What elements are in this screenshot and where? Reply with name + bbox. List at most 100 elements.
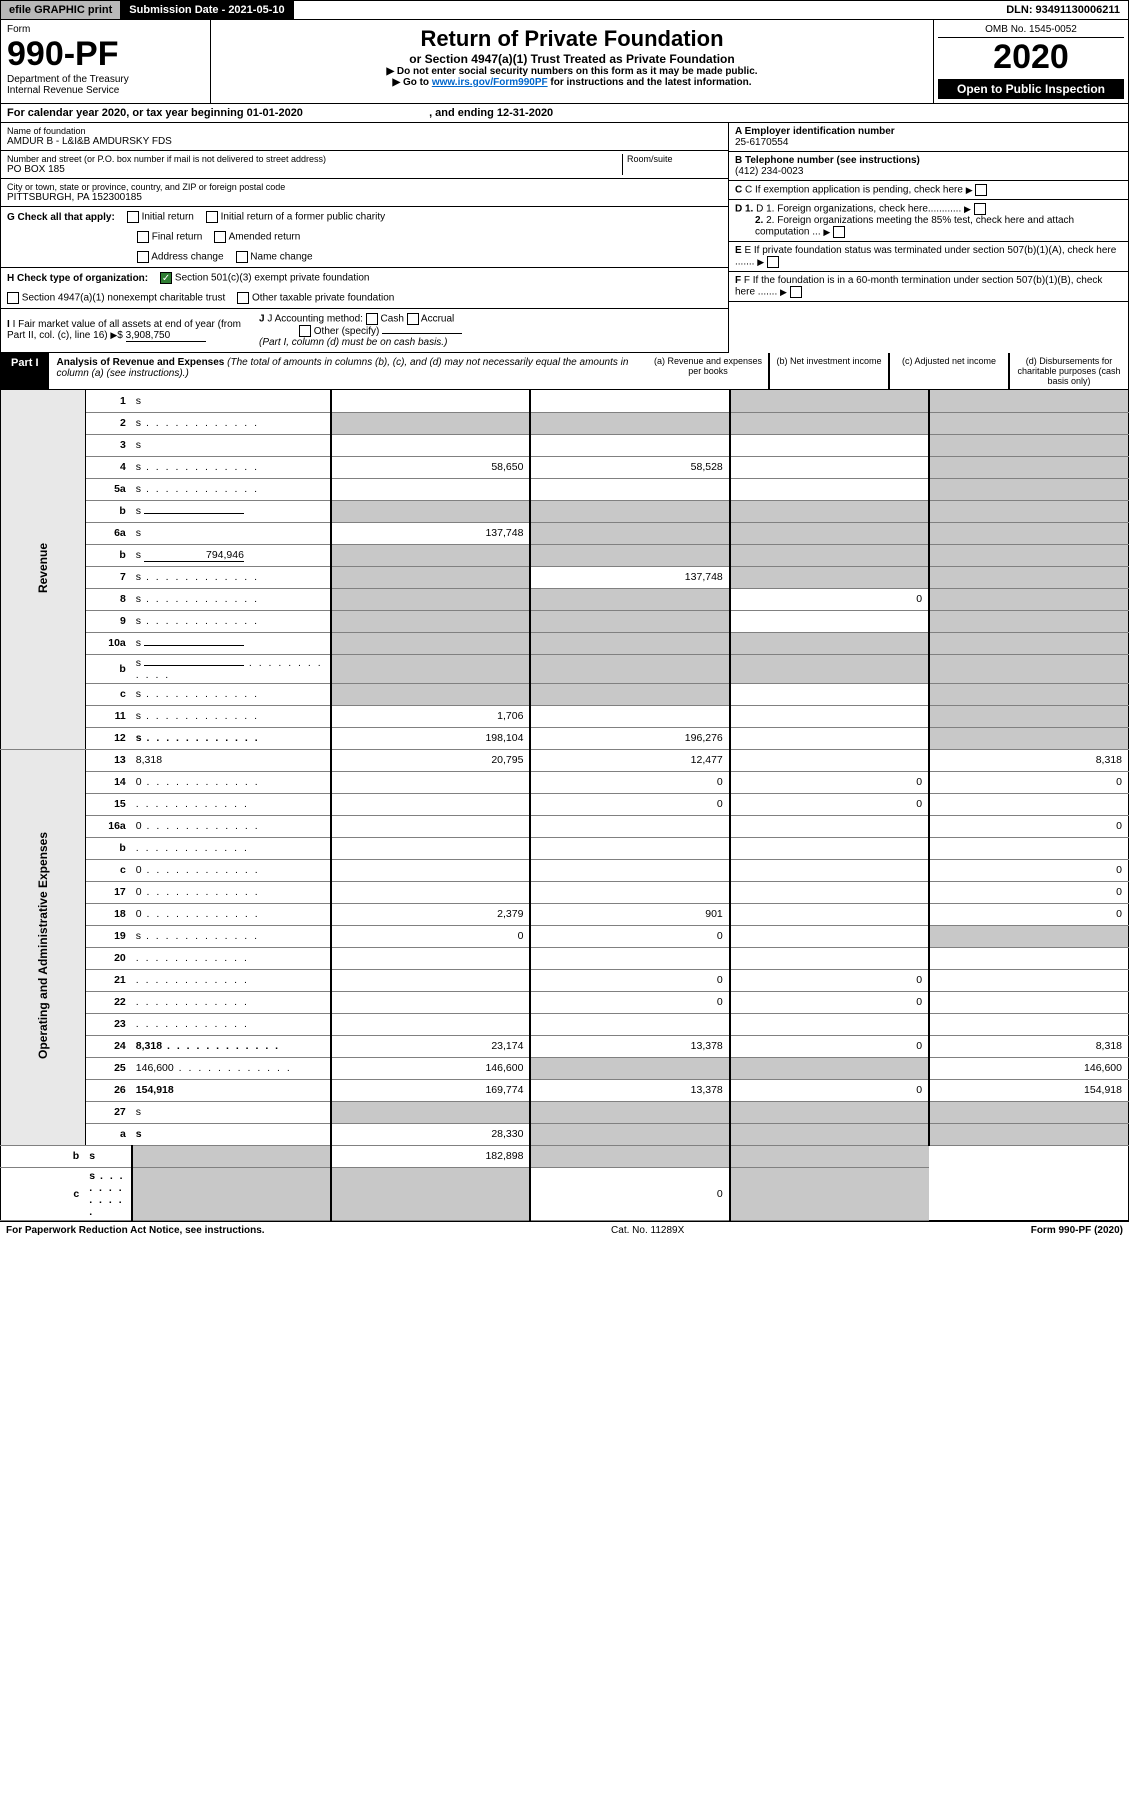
amt-shaded bbox=[530, 1145, 729, 1167]
efile-label: efile GRAPHIC print bbox=[1, 1, 121, 19]
amt-cell: 0 bbox=[730, 1079, 929, 1101]
table-row: 19s00 bbox=[1, 925, 1129, 947]
amt-cell bbox=[730, 727, 929, 749]
row-num: 25 bbox=[85, 1057, 132, 1079]
amt-cell bbox=[929, 793, 1128, 815]
amt-cell: 0 bbox=[730, 588, 929, 610]
table-row: 2200 bbox=[1, 991, 1129, 1013]
table-row: 11s1,706 bbox=[1, 705, 1129, 727]
amt-shaded bbox=[530, 654, 729, 683]
row-desc: s bbox=[85, 1167, 132, 1220]
cb-accrual[interactable] bbox=[407, 313, 419, 325]
amt-shaded bbox=[331, 544, 530, 566]
amt-cell bbox=[730, 610, 929, 632]
amt-shaded bbox=[929, 1101, 1128, 1123]
row-desc bbox=[132, 947, 331, 969]
cb-final[interactable] bbox=[137, 231, 149, 243]
amt-shaded bbox=[331, 610, 530, 632]
amt-cell bbox=[530, 837, 729, 859]
arrow-icon bbox=[964, 204, 971, 215]
cb-other-taxable[interactable] bbox=[237, 292, 249, 304]
tel-value: (412) 234-0023 bbox=[735, 166, 1122, 177]
row-desc: s bbox=[132, 1101, 331, 1123]
amt-shaded bbox=[730, 412, 929, 434]
d2-text: 2. Foreign organizations meeting the 85%… bbox=[755, 215, 1074, 238]
amt-shaded bbox=[730, 522, 929, 544]
amt-shaded bbox=[929, 705, 1128, 727]
row-num: 13 bbox=[85, 749, 132, 771]
g-label: G Check all that apply: bbox=[7, 212, 115, 223]
cb-d2[interactable] bbox=[833, 226, 845, 238]
table-row: 248,31823,17413,37808,318 bbox=[1, 1035, 1129, 1057]
cb-e[interactable] bbox=[767, 256, 779, 268]
cb-d1[interactable] bbox=[974, 203, 986, 215]
g-name: Name change bbox=[250, 252, 312, 263]
header-left: Form 990-PF Department of the Treasury I… bbox=[1, 20, 211, 103]
g-addr: Address change bbox=[151, 252, 223, 263]
cb-initial-former[interactable] bbox=[206, 211, 218, 223]
opex-label: Operating and Administrative Expenses bbox=[1, 749, 86, 1145]
name-label: Name of foundation bbox=[7, 126, 722, 136]
amt-shaded bbox=[530, 1057, 729, 1079]
row-desc: 0 bbox=[132, 815, 331, 837]
instr-2-pre: ▶ Go to bbox=[392, 77, 431, 88]
amt-shaded bbox=[132, 1145, 331, 1167]
cb-name-change[interactable] bbox=[236, 251, 248, 263]
instr-2-post: for instructions and the latest informat… bbox=[548, 77, 752, 88]
info-left: Name of foundation AMDUR B - L&I&B AMDUR… bbox=[1, 123, 728, 353]
part1-header: Part I Analysis of Revenue and Expenses … bbox=[0, 353, 1129, 390]
form-link[interactable]: www.irs.gov/Form990PF bbox=[432, 77, 548, 88]
row-num: 24 bbox=[85, 1035, 132, 1057]
amt-shaded bbox=[530, 632, 729, 654]
amt-cell bbox=[530, 947, 729, 969]
row-desc: s bbox=[132, 412, 331, 434]
tel-cell: B Telephone number (see instructions) (4… bbox=[729, 152, 1128, 181]
cb-c[interactable] bbox=[975, 184, 987, 196]
amt-cell bbox=[730, 925, 929, 947]
row-num: 14 bbox=[85, 771, 132, 793]
cb-501c3[interactable] bbox=[160, 272, 172, 284]
cb-addr-change[interactable] bbox=[137, 251, 149, 263]
row-desc bbox=[132, 793, 331, 815]
h-label: H Check type of organization: bbox=[7, 273, 148, 284]
cb-other-method[interactable] bbox=[299, 325, 311, 337]
amt-shaded bbox=[530, 522, 729, 544]
row-desc: s bbox=[132, 1123, 331, 1145]
amt-cell: 146,600 bbox=[929, 1057, 1128, 1079]
row-desc bbox=[132, 1013, 331, 1035]
row-desc: 154,918 bbox=[132, 1079, 331, 1101]
e-text: E If private foundation status was termi… bbox=[735, 245, 1116, 268]
d1-text: D 1. Foreign organizations, check here..… bbox=[756, 204, 961, 215]
amt-cell bbox=[730, 815, 929, 837]
amt-shaded bbox=[929, 925, 1128, 947]
amt-cell bbox=[929, 991, 1128, 1013]
table-row: 2s bbox=[1, 412, 1129, 434]
ein-value: 25-6170554 bbox=[735, 137, 1122, 148]
row-num: 7 bbox=[85, 566, 132, 588]
amt-cell: 182,898 bbox=[331, 1145, 530, 1167]
amt-shaded bbox=[929, 654, 1128, 683]
amt-shaded bbox=[929, 434, 1128, 456]
cb-cash[interactable] bbox=[366, 313, 378, 325]
cb-4947[interactable] bbox=[7, 292, 19, 304]
topbar: efile GRAPHIC print Submission Date - 20… bbox=[0, 0, 1129, 20]
g-final: Final return bbox=[152, 232, 203, 243]
table-row: 1802,3799010 bbox=[1, 903, 1129, 925]
amt-cell bbox=[530, 881, 729, 903]
table-row: 5as bbox=[1, 478, 1129, 500]
dept-label: Department of the Treasury bbox=[7, 74, 204, 85]
table-row: Revenue1s bbox=[1, 390, 1129, 412]
h-4947: Section 4947(a)(1) nonexempt charitable … bbox=[22, 293, 225, 304]
row-num: 12 bbox=[85, 727, 132, 749]
row-num: 6a bbox=[85, 522, 132, 544]
g-amended: Amended return bbox=[229, 232, 301, 243]
amt-cell: 137,748 bbox=[530, 566, 729, 588]
footer-right: Form 990-PF (2020) bbox=[1031, 1225, 1123, 1236]
cb-initial[interactable] bbox=[127, 211, 139, 223]
h-501c3: Section 501(c)(3) exempt private foundat… bbox=[175, 273, 370, 284]
cb-f[interactable] bbox=[790, 286, 802, 298]
amt-cell: 0 bbox=[530, 1167, 729, 1220]
row-desc: s bbox=[132, 588, 331, 610]
cb-amended[interactable] bbox=[214, 231, 226, 243]
table-row: 16a00 bbox=[1, 815, 1129, 837]
